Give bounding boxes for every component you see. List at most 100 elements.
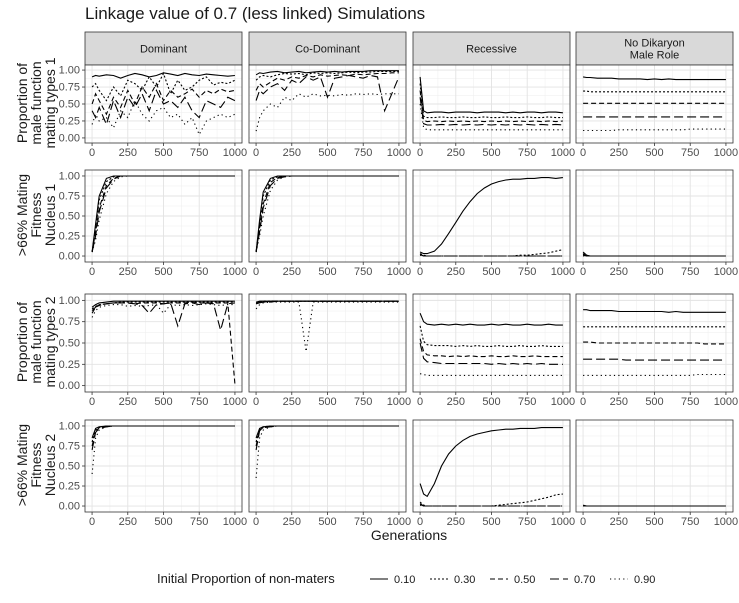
series-line-0.70 [255,74,400,113]
series-line-0.50 [255,72,399,91]
x-tick-label: 1000 [551,516,575,528]
facet-strip-label: Dominant [140,44,187,56]
series-line-0.90 [583,373,726,376]
y-tick-label: 0.00 [59,132,80,144]
x-tick-label: 1000 [223,396,247,408]
y-tick-label: 0.00 [59,380,80,392]
x-tick-label: 750 [681,396,699,408]
legend-label-0.90: 0.90 [634,574,655,586]
series-line-0.90 [91,425,235,475]
x-tick-label: 1000 [387,396,411,408]
y-tick-label: 0.25 [59,115,80,127]
x-tick-label: 500 [482,266,500,278]
y-tick-label: 0.75 [59,82,80,94]
y-tick-label: 1.00 [59,170,80,182]
series-line-0.50 [419,90,563,123]
x-tick-label: 750 [681,147,699,159]
x-tick-label: 0 [253,147,259,159]
x-tick-label: 750 [518,516,536,528]
facet-strip-label: Recessive [466,44,517,56]
x-tick-label: 0 [417,266,423,278]
series-line-0.10 [255,70,399,76]
series-line-0.70 [91,302,235,333]
series-line-0.50 [91,82,236,116]
y-tick-label: 0.75 [59,316,80,328]
x-tick-label: 500 [318,147,336,159]
x-tick-label: 750 [190,266,208,278]
x-tick-label: 1000 [387,147,411,159]
x-tick-label: 0 [253,266,259,278]
x-tick-label: 250 [283,266,301,278]
x-tick-label: 1000 [223,266,247,278]
y-tick-label: 0.50 [59,461,80,473]
x-tick-label: 750 [354,147,372,159]
y-tick-label: 0.50 [59,211,80,223]
x-tick-label: 0 [580,396,586,408]
x-tick-label: 1000 [223,147,247,159]
x-tick-label: 500 [482,147,500,159]
facet-strip-label: Co-Dominant [295,44,360,56]
series-line-0.70 [419,97,563,126]
x-tick-label: 0 [89,396,95,408]
x-tick-label: 250 [447,266,465,278]
series-line-0.70 [255,300,399,305]
series-line-0.90 [91,175,235,253]
y-tick-label: 0.50 [59,99,80,111]
facet-strip [575,31,734,66]
x-tick-label: 0 [417,516,423,528]
series-line-0.90 [91,99,236,136]
chart-title: Linkage value of 0.7 (less linked) Simul… [85,4,426,23]
x-tick-label: 1000 [551,147,575,159]
y-tick-label: 1.00 [59,295,80,307]
x-tick-label: 0 [89,516,95,528]
legend-label-0.10: 0.10 [394,574,415,586]
series-line-0.10 [91,300,235,308]
x-tick-label: 250 [610,396,628,408]
x-tick-label: 500 [318,396,336,408]
x-tick-label: 250 [610,147,628,159]
x-tick-label: 0 [253,516,259,528]
x-tick-label: 250 [119,396,137,408]
series-line-0.70 [91,89,236,127]
series-line-0.30 [91,72,236,102]
x-tick-label: 500 [645,396,663,408]
series-line-0.10 [583,309,726,313]
x-tick-label: 750 [518,266,536,278]
series-line-0.30 [583,90,726,93]
x-tick-label: 500 [482,396,500,408]
x-tick-label: 250 [119,266,137,278]
x-tick-label: 750 [518,147,536,159]
series-line-0.30 [419,325,563,347]
x-tick-label: 500 [154,516,172,528]
series-line-0.50 [583,341,726,345]
x-tick-label: 0 [417,147,423,159]
legend-label-0.70: 0.70 [574,574,595,586]
y-tick-label: 0.50 [59,338,80,350]
x-tick-label: 250 [119,516,137,528]
x-tick-label: 250 [447,147,465,159]
y-tick-label: 0.00 [59,251,80,263]
x-tick-label: 750 [681,516,699,528]
x-tick-label: 1000 [714,396,738,408]
facet-strip-label: No Dikaryon Male Role [624,38,685,62]
x-tick-label: 750 [190,396,208,408]
x-tick-label: 500 [645,147,663,159]
x-tick-label: 0 [89,266,95,278]
series-line-0.90 [419,373,563,376]
x-tick-label: 1000 [387,266,411,278]
x-tick-label: 1000 [551,396,575,408]
x-tick-label: 250 [447,396,465,408]
x-tick-label: 0 [89,147,95,159]
series-line-0.10 [583,76,726,81]
series-line-0.90 [91,303,235,318]
y-tick-label: 1.00 [59,420,80,432]
series-line-0.10 [419,177,563,255]
legend-label-0.30: 0.30 [454,574,475,586]
facet-strip [412,31,571,66]
x-tick-label: 250 [283,516,301,528]
x-tick-label: 0 [580,516,586,528]
x-tick-label: 750 [190,147,208,159]
x-tick-label: 750 [518,396,536,408]
facet-strip [84,31,243,66]
series-line-0.90 [419,254,563,257]
